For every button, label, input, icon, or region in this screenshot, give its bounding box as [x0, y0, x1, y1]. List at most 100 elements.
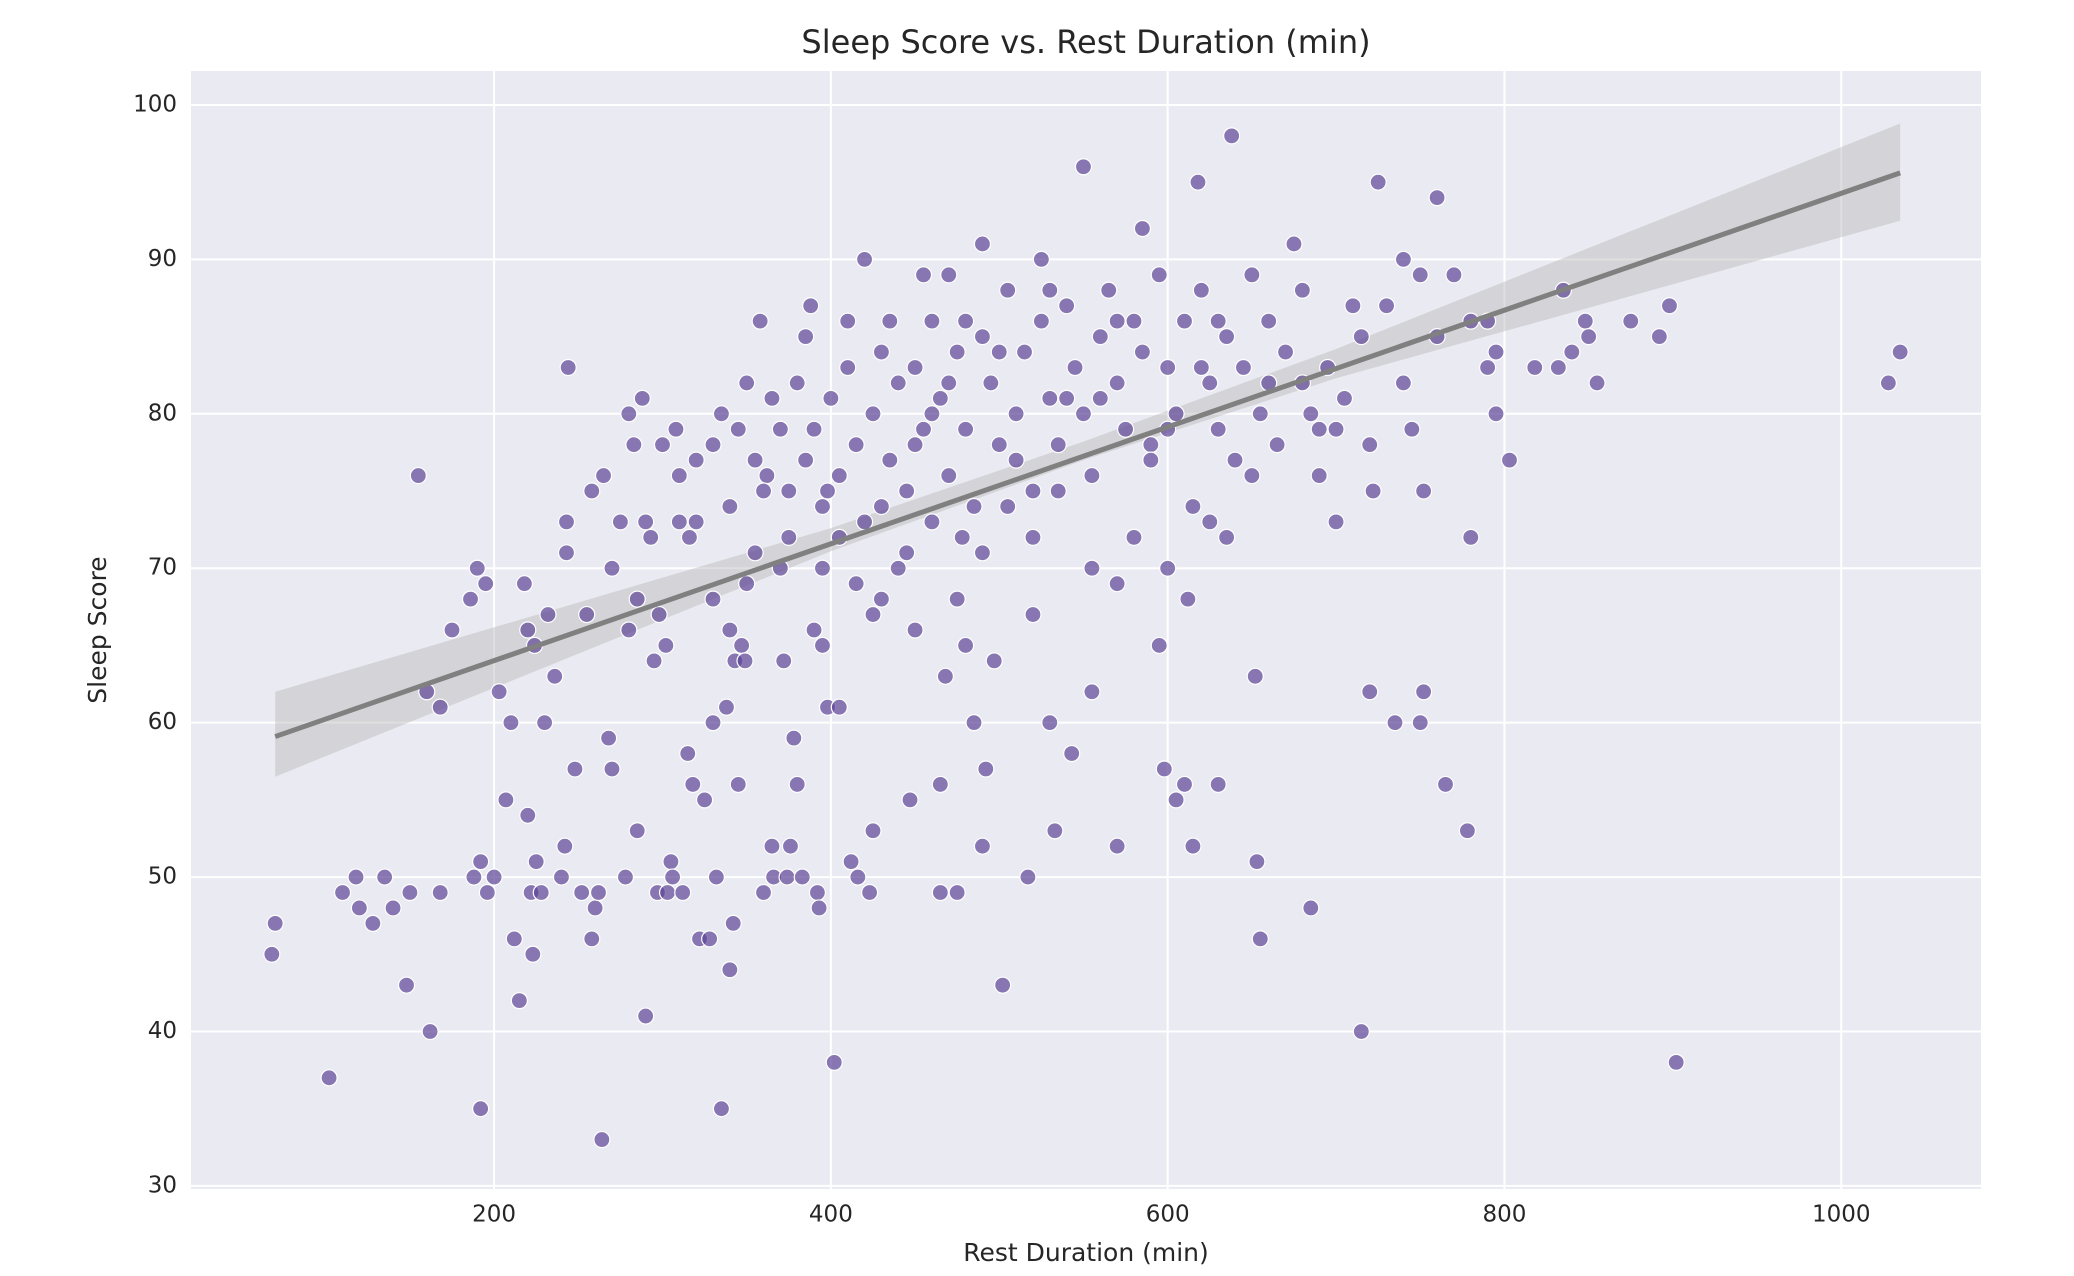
point [931, 883, 949, 902]
point [1209, 420, 1227, 438]
point [802, 297, 820, 315]
point [625, 436, 643, 454]
point [746, 544, 764, 562]
point [778, 868, 796, 886]
point [717, 698, 736, 716]
point [1058, 389, 1076, 407]
point [645, 652, 663, 670]
point [1024, 482, 1042, 500]
point [1218, 328, 1236, 346]
point [478, 883, 496, 902]
y-tick-label: 80 [148, 400, 177, 426]
point [805, 420, 823, 438]
point [468, 559, 486, 577]
point [1394, 374, 1413, 392]
point [680, 528, 699, 546]
point [583, 482, 601, 500]
point [738, 374, 756, 392]
plot-area [191, 71, 1981, 1189]
point [775, 652, 793, 670]
point [637, 513, 655, 531]
point [923, 405, 941, 423]
point [1049, 482, 1067, 500]
point [746, 451, 764, 469]
point [603, 559, 621, 577]
x-tick-label: 200 [472, 1202, 516, 1228]
point [1310, 420, 1328, 438]
point [1293, 281, 1311, 299]
point [948, 590, 966, 608]
point [401, 883, 419, 902]
point [510, 992, 528, 1010]
point [1445, 266, 1463, 284]
point [990, 436, 1008, 454]
point [994, 976, 1012, 994]
x-tick-label: 600 [1146, 1202, 1190, 1228]
point [881, 312, 899, 330]
point [1192, 358, 1210, 377]
point [1411, 266, 1429, 284]
point [532, 883, 550, 902]
point [583, 930, 601, 948]
point [1526, 358, 1544, 377]
point [524, 945, 542, 963]
point [957, 420, 975, 438]
point [642, 528, 660, 546]
point [872, 590, 891, 608]
point [822, 389, 840, 407]
point [901, 791, 919, 809]
point [650, 605, 668, 624]
point [519, 806, 537, 824]
confidence-band-group [275, 123, 1901, 777]
point [1327, 513, 1345, 531]
point [721, 497, 739, 516]
point [872, 343, 891, 361]
point [611, 513, 629, 531]
point [465, 868, 483, 886]
point [1192, 281, 1210, 299]
point [1041, 281, 1059, 299]
point [1108, 312, 1126, 330]
point [923, 513, 941, 531]
point [931, 775, 949, 794]
point [1310, 466, 1328, 485]
point [861, 883, 879, 902]
point [931, 389, 949, 407]
point [1415, 482, 1433, 500]
point [1046, 822, 1064, 840]
point [593, 1130, 611, 1149]
point [889, 559, 907, 577]
point [600, 729, 618, 747]
point [1588, 374, 1606, 392]
point [1335, 389, 1354, 407]
point [670, 466, 688, 485]
point [263, 945, 281, 963]
point [1218, 528, 1236, 546]
point [758, 466, 776, 485]
point [573, 883, 591, 902]
point [780, 528, 798, 546]
point [754, 482, 773, 500]
point [712, 405, 731, 423]
point [1879, 374, 1897, 392]
point [527, 853, 545, 871]
point [733, 636, 751, 655]
point [1580, 328, 1598, 346]
point [965, 714, 983, 732]
point [977, 760, 995, 778]
point [785, 729, 803, 747]
point [990, 343, 1008, 361]
point [1226, 451, 1244, 469]
point [781, 837, 800, 855]
point [788, 775, 806, 794]
point [736, 652, 754, 670]
point [1458, 822, 1477, 840]
point [965, 497, 983, 516]
point [1133, 219, 1152, 238]
point [1352, 1022, 1370, 1041]
point [633, 389, 651, 407]
point [376, 868, 394, 886]
point [1184, 497, 1202, 516]
point [1108, 575, 1126, 593]
point [505, 930, 523, 948]
